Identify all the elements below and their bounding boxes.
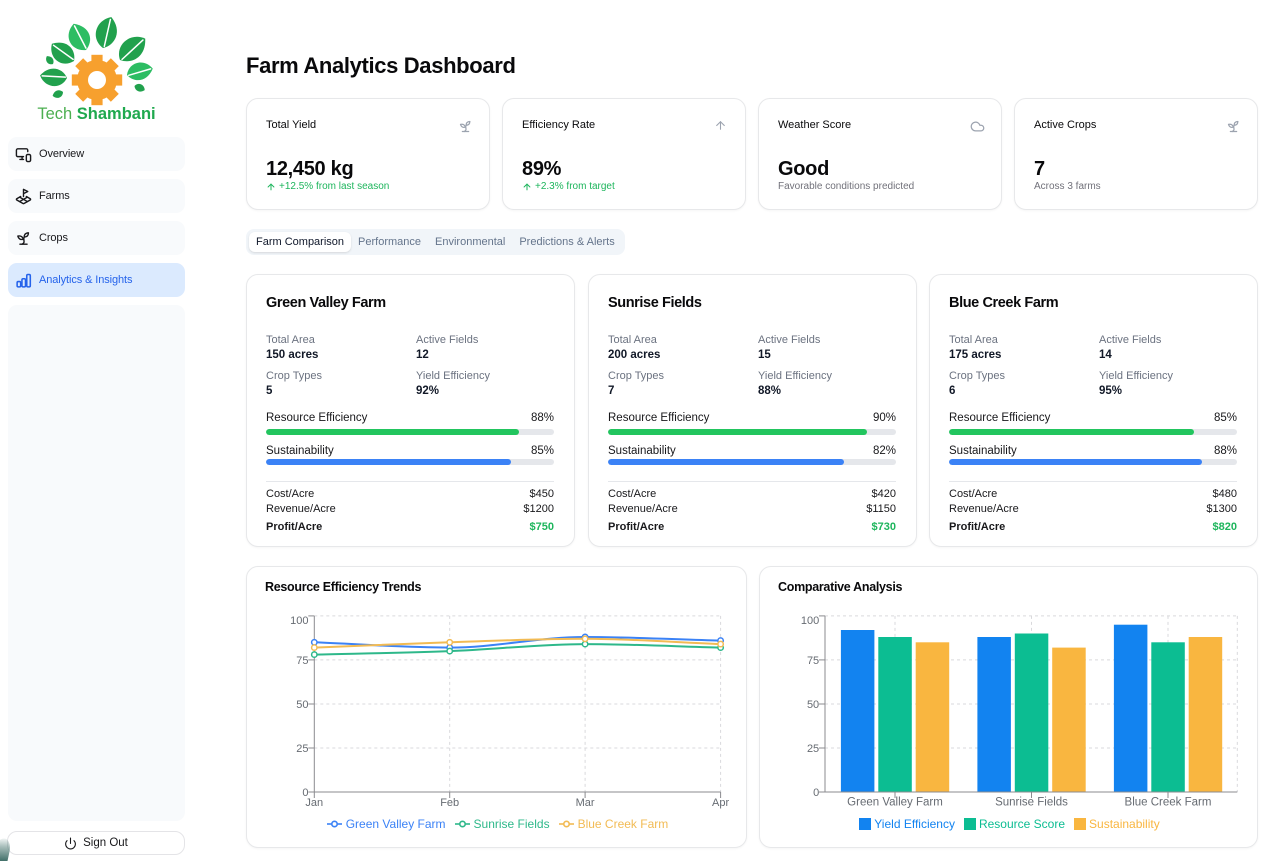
svg-text:Green Valley Farm: Green Valley Farm [847, 797, 943, 809]
svg-text:25: 25 [296, 743, 308, 755]
svg-text:100: 100 [290, 615, 308, 627]
svg-text:0: 0 [302, 787, 308, 799]
svg-text:Jan: Jan [305, 797, 323, 809]
svg-text:Apr: Apr [712, 797, 729, 809]
svg-text:100: 100 [801, 615, 819, 627]
svg-text:25: 25 [807, 743, 819, 755]
svg-text:75: 75 [807, 655, 819, 667]
svg-text:50: 50 [296, 699, 308, 711]
svg-text:Mar: Mar [576, 797, 595, 809]
svg-text:Feb: Feb [440, 797, 459, 809]
svg-text:75: 75 [296, 655, 308, 667]
svg-text:0: 0 [813, 787, 819, 799]
svg-text:50: 50 [807, 699, 819, 711]
svg-text:Sunrise Fields: Sunrise Fields [995, 797, 1068, 809]
svg-text:Blue Creek Farm: Blue Creek Farm [1125, 797, 1212, 809]
